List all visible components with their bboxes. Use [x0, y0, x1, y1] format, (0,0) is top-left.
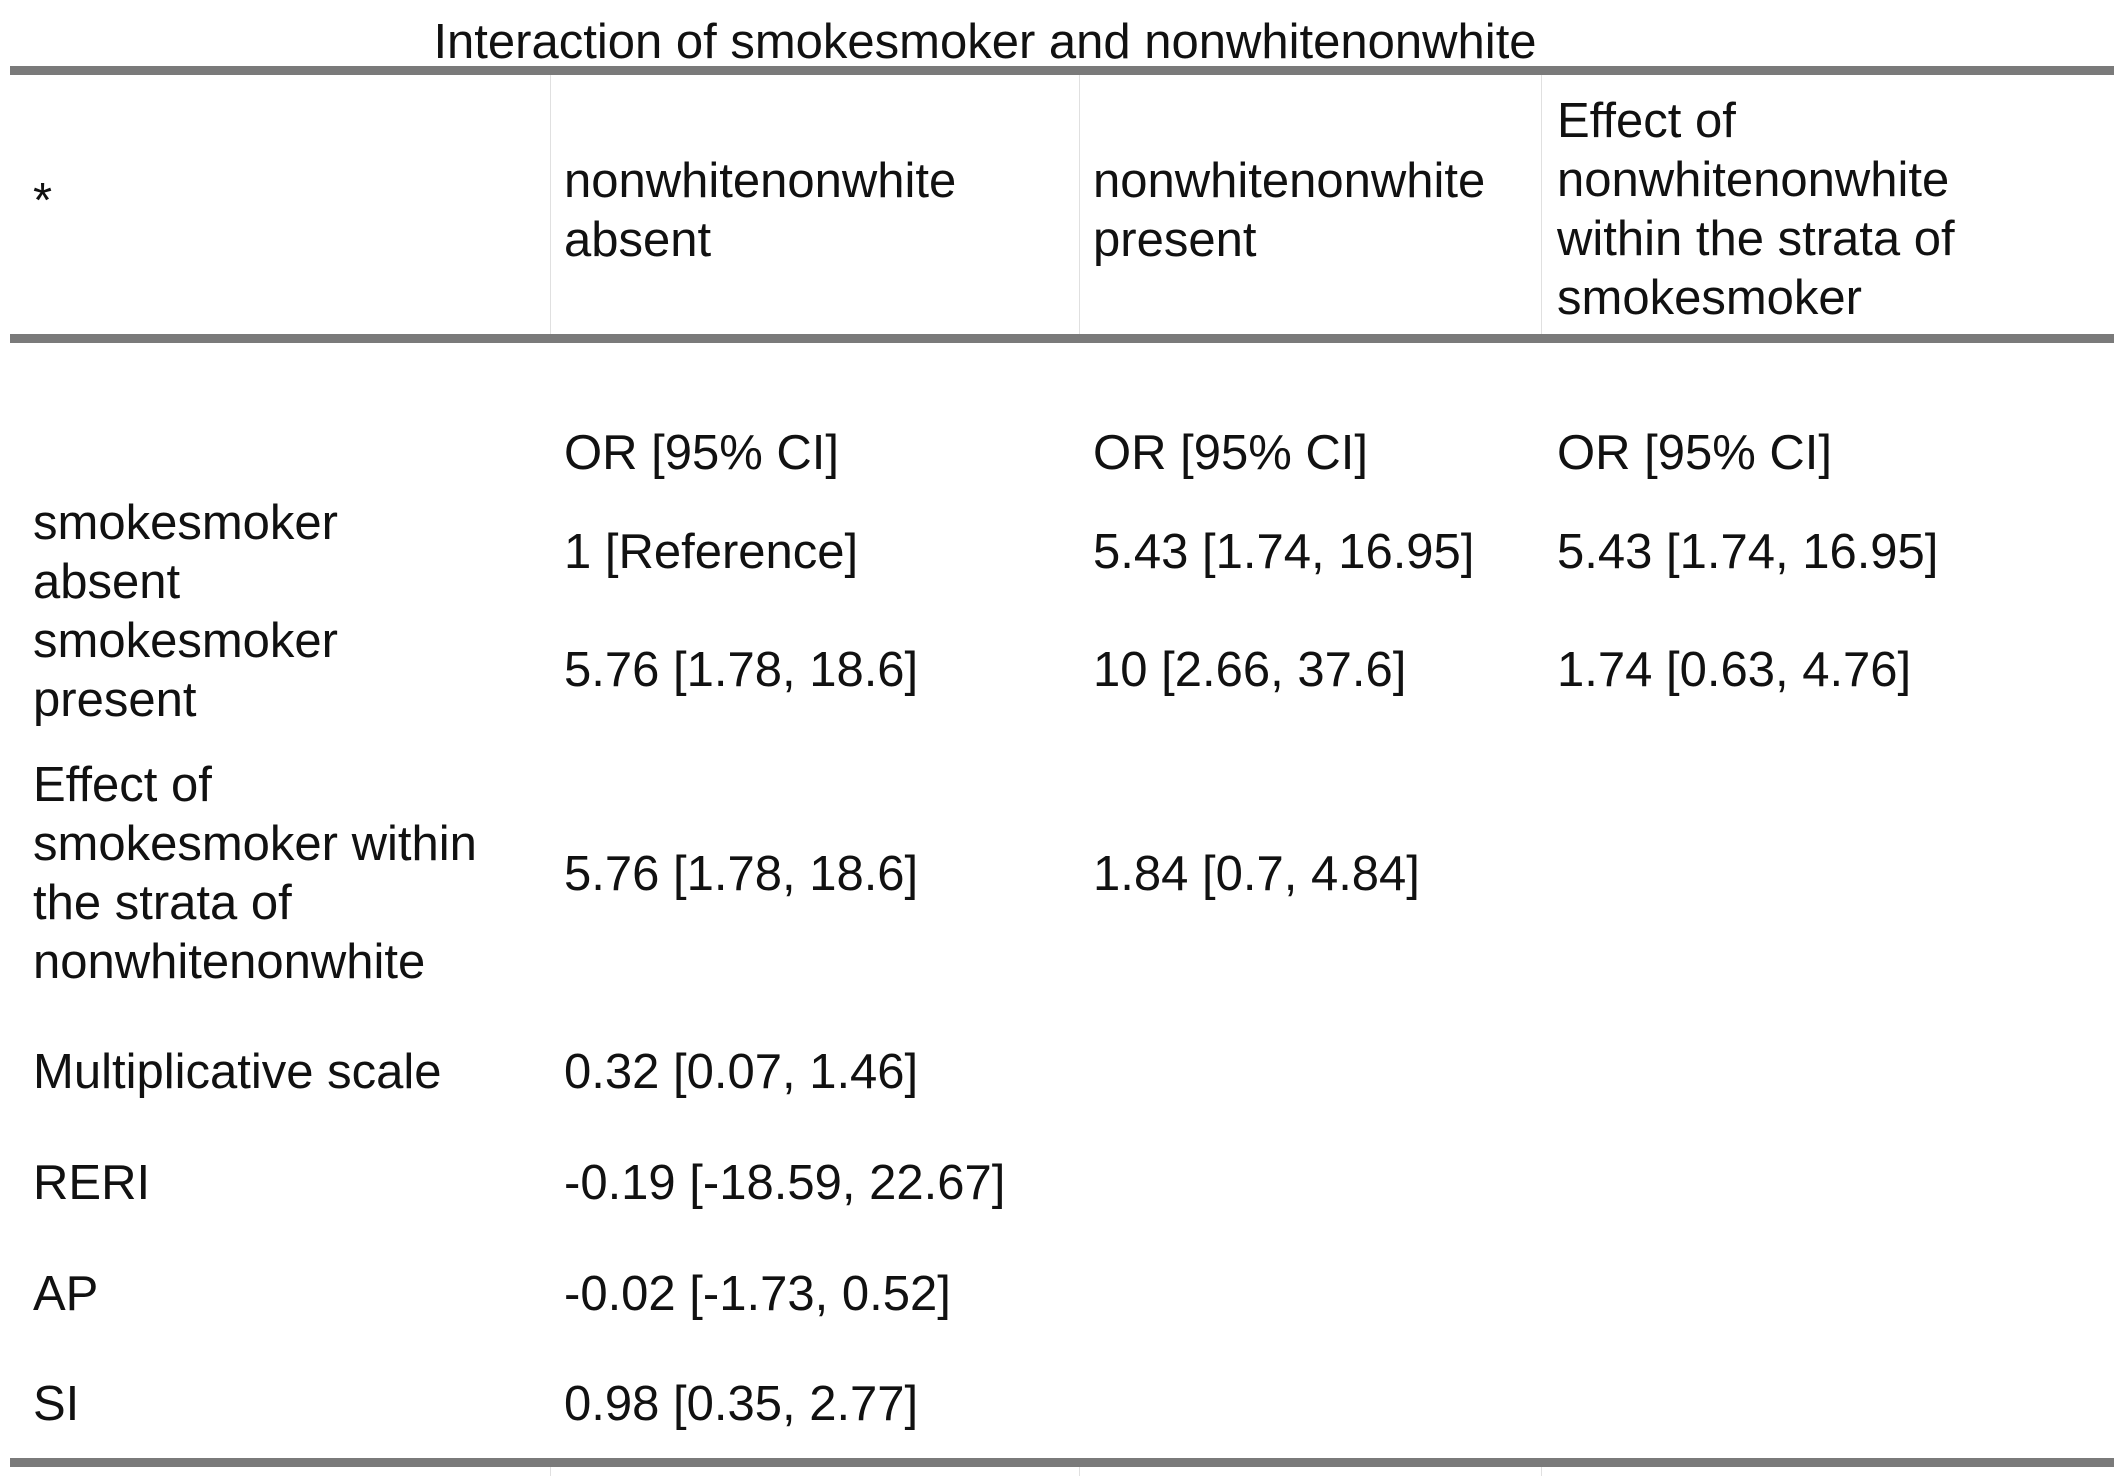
row-label-line: present — [33, 673, 197, 727]
row-label-si: SI — [33, 1377, 80, 1431]
row-label-reri: RERI — [33, 1156, 151, 1210]
header-col2: nonwhitenonwhite present — [1093, 152, 1485, 270]
header-col2-line: present — [1093, 213, 1257, 267]
row-label-line: the strata of — [33, 876, 292, 930]
measure-label-col3: OR [95% CI] — [1557, 426, 1833, 480]
table-cell: 5.76 [1.78, 18.6] — [564, 847, 919, 901]
header-col1-line: nonwhitenonwhite — [564, 154, 957, 208]
table-cell: 0.32 [0.07, 1.46] — [564, 1045, 919, 1099]
row-label-line: smokesmoker — [33, 614, 338, 668]
table-cell: 5.76 [1.78, 18.6] — [564, 643, 919, 697]
measure-label-col1: OR [95% CI] — [564, 426, 840, 480]
row-label-smoker-present: smokesmoker present — [33, 612, 338, 730]
table-caption: Interaction of smokesmoker and nonwhiten… — [433, 15, 1537, 69]
column-separator — [1541, 1467, 1542, 1476]
header-col3-line: smokesmoker — [1557, 271, 1862, 325]
column-separator — [1079, 75, 1080, 334]
table-cell: 0.98 [0.35, 2.77] — [564, 1377, 919, 1431]
row-label-effect-smoker: Effect of smokesmoker within the strata … — [33, 756, 477, 992]
table-cell: 1.84 [0.7, 4.84] — [1093, 847, 1420, 901]
row-label-line: absent — [33, 555, 181, 609]
bottom-rule — [10, 1458, 2114, 1467]
row-label-line: nonwhitenonwhite — [33, 935, 426, 989]
header-col2-line: nonwhitenonwhite — [1093, 154, 1486, 208]
row-label-line: smokesmoker within — [33, 817, 477, 871]
column-separator — [1079, 1467, 1080, 1476]
measure-label-col2: OR [95% CI] — [1093, 426, 1369, 480]
header-col3: Effect of nonwhitenonwhite within the st… — [1557, 92, 1955, 328]
column-separator — [550, 1467, 551, 1476]
table-cell: -0.19 [-18.59, 22.67] — [564, 1156, 1006, 1210]
row-label-line: smokesmoker — [33, 496, 338, 550]
header-col1: nonwhitenonwhite absent — [564, 152, 956, 270]
row-label-ap: AP — [33, 1267, 99, 1321]
header-col3-line: nonwhitenonwhite — [1557, 153, 1950, 207]
row-label-smoker-absent: smokesmoker absent — [33, 494, 338, 612]
header-col1-line: absent — [564, 213, 712, 267]
table-cell: 5.43 [1.74, 16.95] — [1557, 525, 1939, 579]
top-rule — [10, 66, 2114, 75]
column-separator — [550, 75, 551, 334]
header-col3-line: Effect of — [1557, 94, 1736, 148]
header-corner: * — [33, 174, 53, 228]
row-label-multiplicative: Multiplicative scale — [33, 1045, 442, 1099]
table-cell: -0.02 [-1.73, 0.52] — [564, 1267, 951, 1321]
table-cell: 1.74 [0.63, 4.76] — [1557, 643, 1912, 697]
header-col3-line: within the strata of — [1557, 212, 1955, 266]
table-cell: 10 [2.66, 37.6] — [1093, 643, 1407, 697]
table-cell: 5.43 [1.74, 16.95] — [1093, 525, 1475, 579]
table-cell: 1 [Reference] — [564, 525, 859, 579]
header-rule — [10, 334, 2114, 343]
row-label-line: Effect of — [33, 758, 212, 812]
column-separator — [1541, 75, 1542, 334]
